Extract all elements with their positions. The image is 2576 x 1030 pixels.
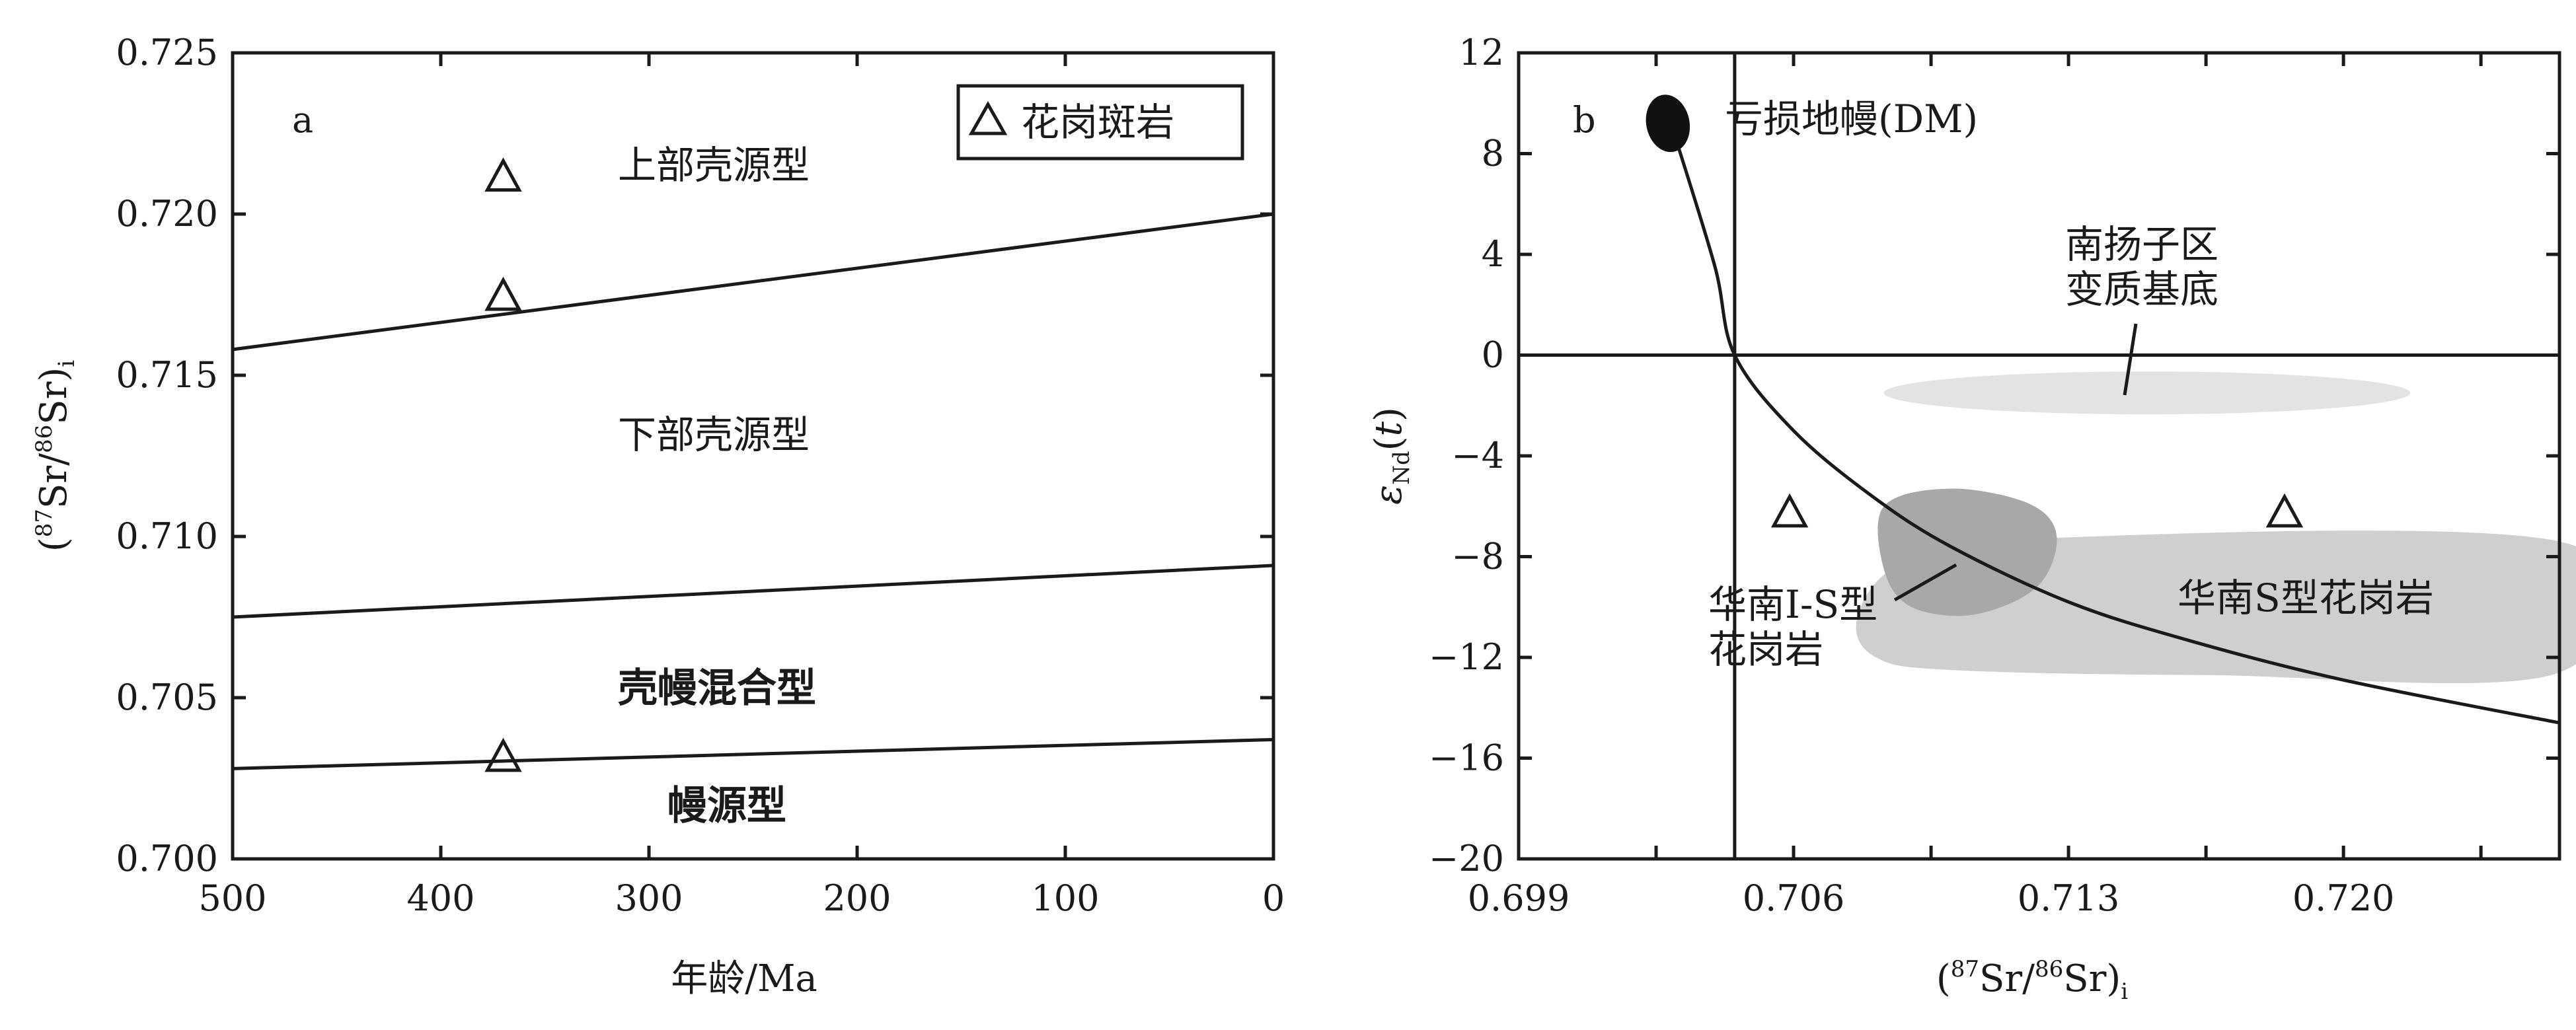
legend-entry-granite-porphyry: 花岗斑岩 [1021,100,1174,145]
legend-triangle-marker [968,100,1008,135]
x-tick-label: 0.706 [1743,877,1845,919]
data-point-triangle [484,157,522,192]
panel-b-plot-frame [1517,51,2561,861]
y-tick-label: 0.710 [116,515,218,557]
sr-slash: Sr/ [1979,957,2035,1000]
superscript-87: 87 [31,509,57,537]
panel-b-mixing-curve [1646,94,2560,725]
x-tick-label: 100 [1031,877,1099,919]
boundary-line [232,564,1274,619]
y-tick-label: 0.725 [116,32,218,73]
data-point-triangle [1770,493,1809,528]
x-tick-label: 0.713 [2018,877,2120,919]
time-t: t [1367,421,1410,436]
panel-a-legend: 花岗斑岩 [956,84,1244,161]
panel-a-sr-isotope-vs-age: 0.700 0.705 0.710 0.715 0.720 0.725 500 400 300… [31,32,1285,1000]
x-tick-label: 400 [406,877,474,919]
field-south-yangtze-basement [1883,371,2411,415]
superscript-86: 86 [31,425,57,453]
y-tick-label: −8 [1451,536,1504,577]
mixing-curve-line [1674,137,2560,725]
paren-open: ( [1367,436,1410,451]
label-south-yangtze-basement-line1: 南扬子区 [2065,222,2218,267]
y-tick-label: −16 [1429,737,1504,779]
superscript-87: 87 [1951,956,1979,982]
region-label-lower-crust: 下部壳源型 [618,412,810,457]
label-depleted-mantle: 亏损地幔(DM) [1725,96,1978,141]
region-label-crust-mantle-mix: 壳幔混合型 [618,665,816,712]
sr-close: Sr) [2063,957,2121,1000]
panel-b-reference-lines [1519,53,2559,859]
data-point-triangle [2265,493,2304,528]
data-point-triangle [484,737,522,772]
panel-a-letter: a [292,99,313,141]
y-tick-label: −20 [1429,838,1504,879]
panel-b-granite-porphyry-points [1770,493,2304,528]
panel-a-y-axis-title: (87Sr/86Sr)i [31,360,80,552]
x-tick-label: 0 [1262,877,1285,919]
x-tick-label: 300 [615,877,683,919]
y-tick-label: 0.700 [116,838,218,879]
panel-a-granite-porphyry-points [484,157,522,772]
y-tick-label: 0.715 [116,354,218,396]
legend-box [956,84,1244,161]
y-tick-label: 0.720 [116,193,218,235]
panel-b-x-ticks: 0.699 0.706 0.713 0.720 [1468,53,2483,919]
panel-b-x-axis-title: (87Sr/86Sr)i [1936,956,2128,1005]
x-tick-label: 0.720 [2292,877,2395,919]
label-south-china-is-granite-line2: 花岗岩 [1708,627,1823,672]
panel-b-y-axis-title-group: εNd(t) [1367,407,1415,505]
label-south-china-s-granite: 华南S型花岗岩 [2178,575,2434,620]
leader-line-is-granite [1893,563,1957,602]
data-point-triangle [484,276,522,311]
boundary-line [232,212,1274,351]
sr-close: Sr) [32,367,75,425]
x-tick-label: 500 [198,877,266,919]
panel-a-discrimination-lines [232,212,1274,770]
depleted-mantle-ellipse [1646,94,1690,153]
y-tick-label: 0.705 [116,677,218,718]
sr-slash: Sr/ [32,453,75,509]
x-tick-label: 200 [823,877,891,919]
boundary-line [232,737,1274,770]
paren-open: ( [1936,957,1951,1000]
y-tick-label: −4 [1451,435,1504,476]
label-south-yangtze-basement-line2: 变质基底 [2065,267,2218,312]
y-tick-label: 8 [1482,133,1504,174]
y-tick-label: 0 [1482,334,1504,376]
label-south-china-is-granite-line1: 华南I-S型 [1708,582,1877,627]
x-tick-label: 0.699 [1468,877,1570,919]
region-label-mantle-source: 幔源型 [667,783,786,829]
paren-open: ( [32,537,75,552]
leader-line-basement [2123,323,2138,396]
superscript-86: 86 [2035,956,2063,982]
panel-b-y-axis-title: εNd(t) [1367,407,1415,505]
region-label-upper-crust: 上部壳源型 [618,143,810,188]
paren-close: ) [1367,407,1410,422]
panel-a-x-axis-title: 年龄/Ma [671,957,817,1000]
panel-a-x-ticks: 500 400 300 200 100 0 [198,53,1285,919]
panel-a-plot-frame [231,51,1275,861]
y-tick-label: 12 [1458,32,1504,73]
epsilon-symbol: ε [1367,485,1410,505]
panel-b-letter: b [1573,99,1596,141]
y-tick-label: 4 [1482,233,1504,275]
panel-b-y-ticks: 12 8 4 0 −4 −8 −12 −16 −20 [1429,32,2559,879]
subscript-nd: Nd [1388,451,1415,485]
y-tick-label: −12 [1429,636,1504,678]
subscript-i: i [54,360,80,367]
panel-b-fields [1856,371,2576,684]
panel-a-y-axis-title-group: (87Sr/86Sr)i [31,360,80,552]
subscript-i: i [2121,978,2128,1005]
